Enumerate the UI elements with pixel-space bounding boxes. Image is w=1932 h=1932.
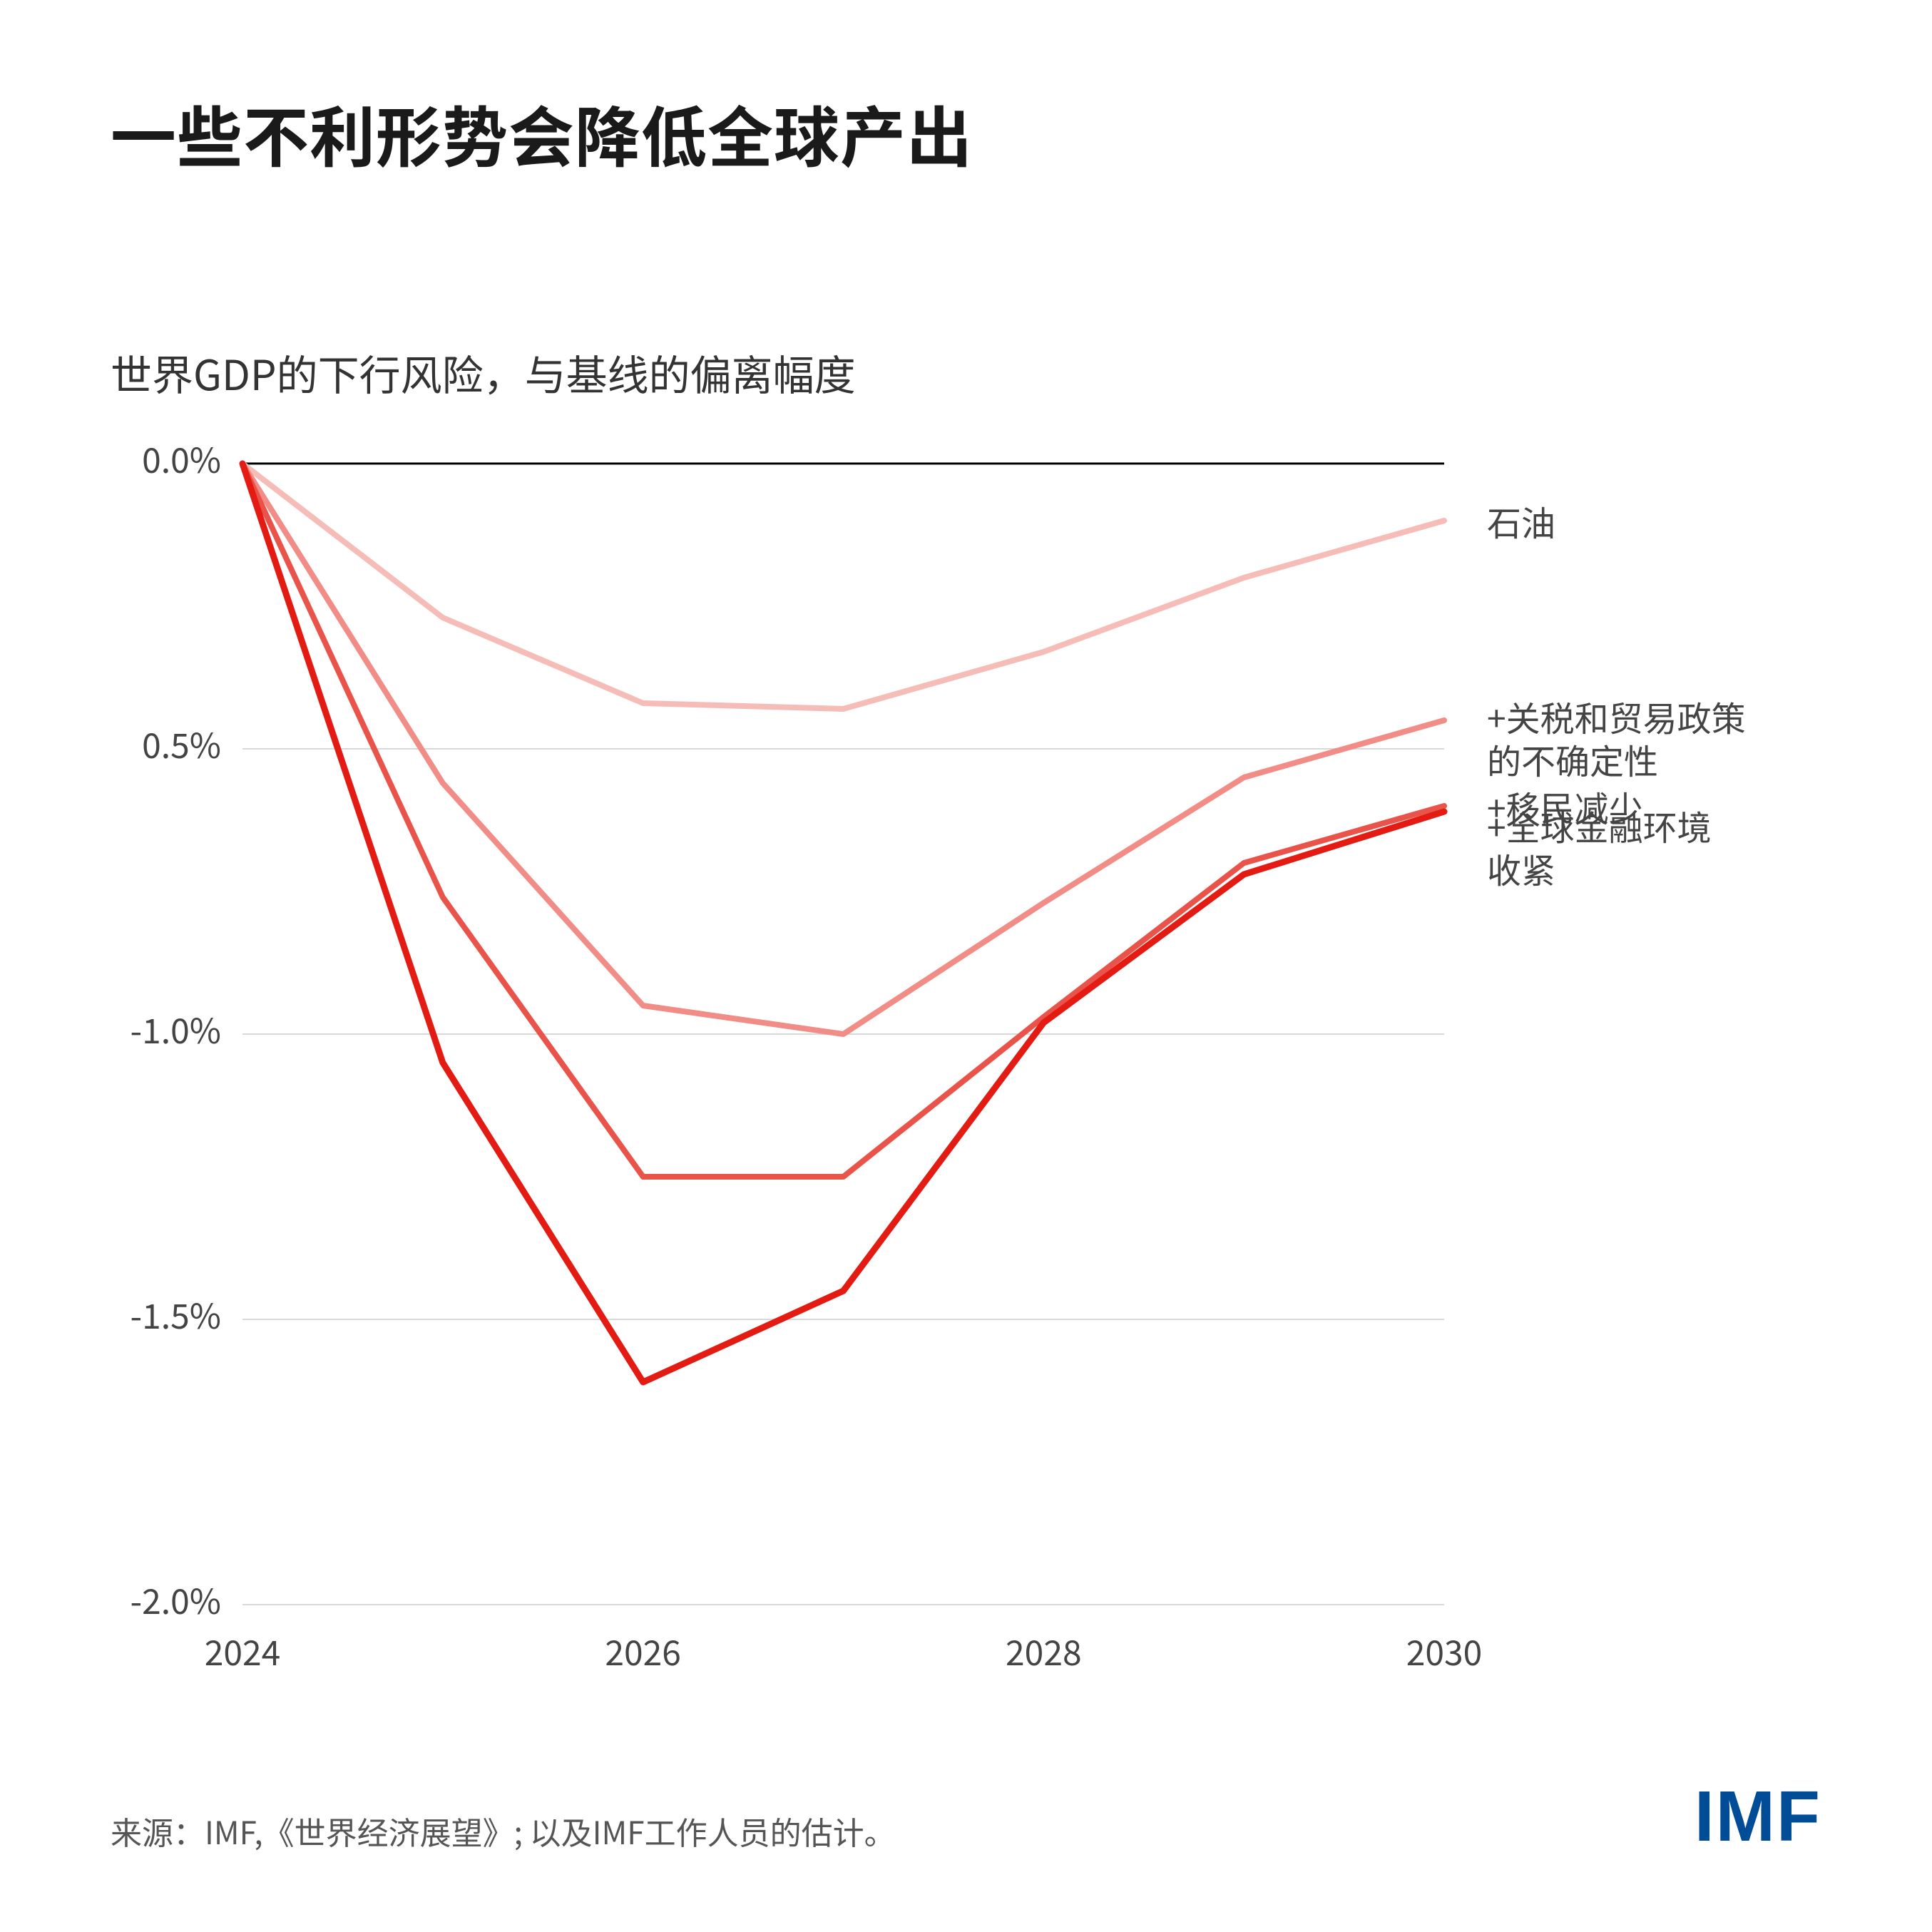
chart-subtitle: 世界GDP的下行风险，与基线的偏离幅度 <box>111 342 856 402</box>
series-line <box>242 464 1444 709</box>
x-tick-label: 2026 <box>605 1625 681 1675</box>
legend-label: 石油 <box>1487 496 1555 546</box>
page: 一些不利形势会降低全球产出 世界GDP的下行风险，与基线的偏离幅度 0.0%0.… <box>0 0 1932 1932</box>
source-label: 来源：IMF,《世界经济展望》; 以及IMF工作人员的估计。 <box>111 1808 896 1854</box>
y-tick-label: -2.0% <box>131 1574 222 1624</box>
chart-container: 0.0% 0.5% -1.0% -1.5% -2.0%2024 2026 2028 2030 石… <box>111 442 1822 1704</box>
x-tick-label: 2030 <box>1406 1625 1483 1675</box>
legend-label: 收紧 <box>1487 843 1555 893</box>
x-tick-label: 2024 <box>205 1625 281 1675</box>
y-tick-label: -1.0% <box>131 1003 222 1053</box>
page-title: 一些不利形势会降低全球产出 <box>111 86 973 180</box>
y-tick-label: 0.0% <box>142 442 221 483</box>
brand-logo: IMF <box>1695 1776 1821 1858</box>
y-tick-label: -1.5% <box>131 1289 222 1339</box>
legend-label: 的不确定性 <box>1487 734 1658 784</box>
line-chart: 0.0% 0.5% -1.0% -1.5% -2.0%2024 2026 2028 2030 石… <box>111 442 1822 1704</box>
x-tick-label: 2028 <box>1006 1625 1082 1675</box>
y-tick-label: 0.5% <box>142 718 221 768</box>
